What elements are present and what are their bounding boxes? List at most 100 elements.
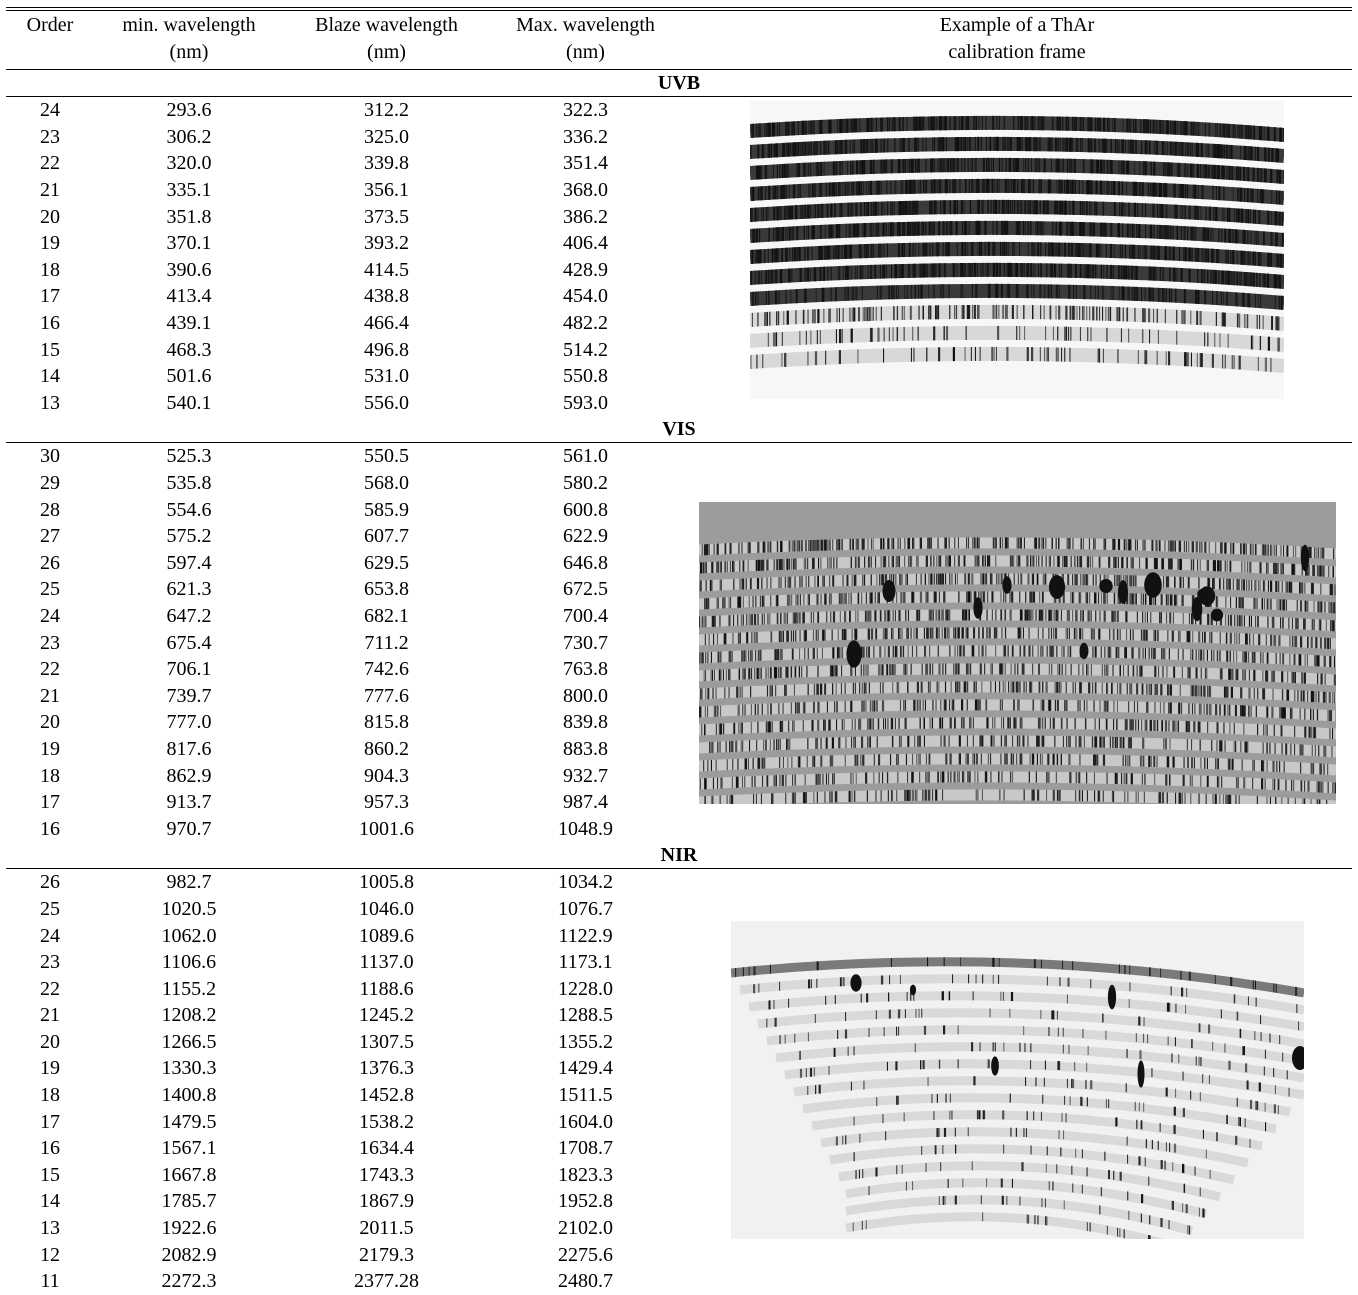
order-cell: 19 — [6, 230, 94, 257]
max-wavelength-cell: 351.4 — [489, 150, 682, 177]
header-min-wavelength: min. wavelength — [94, 7, 284, 42]
max-wavelength-cell: 406.4 — [489, 230, 682, 257]
order-cell: 16 — [6, 815, 94, 842]
max-wavelength-cell: 322.3 — [489, 97, 682, 124]
image-cell — [682, 815, 1352, 842]
min-wavelength-cell: 370.1 — [94, 230, 284, 257]
blaze-wavelength-cell: 466.4 — [284, 310, 489, 337]
max-wavelength-cell: 600.8 — [489, 496, 682, 523]
min-wavelength-cell: 1266.5 — [94, 1029, 284, 1056]
max-wavelength-cell: 646.8 — [489, 550, 682, 577]
header-blaze-wavelength: Blaze wavelength — [284, 7, 489, 42]
order-cell: 28 — [6, 496, 94, 523]
max-wavelength-cell: 454.0 — [489, 283, 682, 310]
order-cell: 18 — [6, 1082, 94, 1109]
header-example-line2: calibration frame — [682, 42, 1352, 70]
max-wavelength-cell: 1034.2 — [489, 869, 682, 896]
min-wavelength-cell: 575.2 — [94, 523, 284, 550]
order-cell: 21 — [6, 177, 94, 204]
min-wavelength-cell: 1922.6 — [94, 1215, 284, 1242]
order-cell: 24 — [6, 922, 94, 949]
order-cell: 23 — [6, 629, 94, 656]
max-wavelength-cell: 1355.2 — [489, 1029, 682, 1056]
order-cell: 21 — [6, 682, 94, 709]
order-cell: 15 — [6, 1162, 94, 1189]
blaze-wavelength-cell: 2011.5 — [284, 1215, 489, 1242]
blaze-wavelength-cell: 860.2 — [284, 736, 489, 763]
image-cell — [682, 1268, 1352, 1295]
max-wavelength-cell: 1511.5 — [489, 1082, 682, 1109]
max-wavelength-cell: 593.0 — [489, 390, 682, 417]
blaze-wavelength-cell: 1634.4 — [284, 1135, 489, 1162]
order-cell: 17 — [6, 789, 94, 816]
header-order-unit — [6, 42, 94, 70]
thar-nir-frame-image — [731, 921, 1304, 1239]
max-wavelength-cell: 1173.1 — [489, 949, 682, 976]
blaze-wavelength-cell: 414.5 — [284, 257, 489, 284]
blaze-wavelength-cell: 1538.2 — [284, 1108, 489, 1135]
min-wavelength-cell: 351.8 — [94, 203, 284, 230]
image-cell — [682, 869, 1352, 896]
blaze-wavelength-cell: 556.0 — [284, 390, 489, 417]
min-wavelength-cell: 501.6 — [94, 363, 284, 390]
max-wavelength-cell: 1708.7 — [489, 1135, 682, 1162]
order-cell: 20 — [6, 709, 94, 736]
min-wavelength-cell: 320.0 — [94, 150, 284, 177]
blaze-wavelength-cell: 496.8 — [284, 336, 489, 363]
max-wavelength-cell: 1228.0 — [489, 975, 682, 1002]
order-cell: 16 — [6, 310, 94, 337]
min-wavelength-cell: 970.7 — [94, 815, 284, 842]
max-wavelength-cell: 883.8 — [489, 736, 682, 763]
header-example: Example of a ThAr — [682, 7, 1352, 42]
order-cell: 14 — [6, 1188, 94, 1215]
max-wavelength-cell: 2275.6 — [489, 1241, 682, 1268]
order-cell: 29 — [6, 470, 94, 497]
order-cell: 20 — [6, 203, 94, 230]
max-wavelength-cell: 482.2 — [489, 310, 682, 337]
frame-canvas — [699, 502, 1336, 804]
blaze-wavelength-cell: 438.8 — [284, 283, 489, 310]
image-cell — [682, 1241, 1352, 1268]
blaze-wavelength-cell: 568.0 — [284, 470, 489, 497]
min-wavelength-cell: 2082.9 — [94, 1241, 284, 1268]
header-max-unit: (nm) — [489, 42, 682, 70]
order-cell: 22 — [6, 150, 94, 177]
thar-vis-frame-image — [699, 502, 1336, 804]
max-wavelength-cell: 1952.8 — [489, 1188, 682, 1215]
blaze-wavelength-cell: 653.8 — [284, 576, 489, 603]
blaze-wavelength-cell: 1137.0 — [284, 949, 489, 976]
order-cell: 11 — [6, 1268, 94, 1295]
min-wavelength-cell: 862.9 — [94, 762, 284, 789]
max-wavelength-cell: 1604.0 — [489, 1108, 682, 1135]
blaze-wavelength-cell: 2179.3 — [284, 1241, 489, 1268]
min-wavelength-cell: 540.1 — [94, 390, 284, 417]
blaze-wavelength-cell: 742.6 — [284, 656, 489, 683]
frame-canvas — [750, 101, 1284, 399]
blaze-wavelength-cell: 904.3 — [284, 762, 489, 789]
order-cell: 25 — [6, 576, 94, 603]
max-wavelength-cell: 932.7 — [489, 762, 682, 789]
max-wavelength-cell: 839.8 — [489, 709, 682, 736]
header-order: Order — [6, 7, 94, 42]
max-wavelength-cell: 368.0 — [489, 177, 682, 204]
max-wavelength-cell: 1429.4 — [489, 1055, 682, 1082]
min-wavelength-cell: 739.7 — [94, 682, 284, 709]
max-wavelength-cell: 1122.9 — [489, 922, 682, 949]
blaze-wavelength-cell: 1743.3 — [284, 1162, 489, 1189]
image-cell — [682, 470, 1352, 497]
blaze-wavelength-cell: 1867.9 — [284, 1188, 489, 1215]
min-wavelength-cell: 817.6 — [94, 736, 284, 763]
frame-canvas — [731, 921, 1304, 1239]
blaze-wavelength-cell: 339.8 — [284, 150, 489, 177]
blaze-wavelength-cell: 312.2 — [284, 97, 489, 124]
min-wavelength-cell: 913.7 — [94, 789, 284, 816]
min-wavelength-cell: 1785.7 — [94, 1188, 284, 1215]
min-wavelength-cell: 1479.5 — [94, 1108, 284, 1135]
max-wavelength-cell: 580.2 — [489, 470, 682, 497]
max-wavelength-cell: 1823.3 — [489, 1162, 682, 1189]
min-wavelength-cell: 1020.5 — [94, 896, 284, 923]
blaze-wavelength-cell: 531.0 — [284, 363, 489, 390]
order-cell: 21 — [6, 1002, 94, 1029]
